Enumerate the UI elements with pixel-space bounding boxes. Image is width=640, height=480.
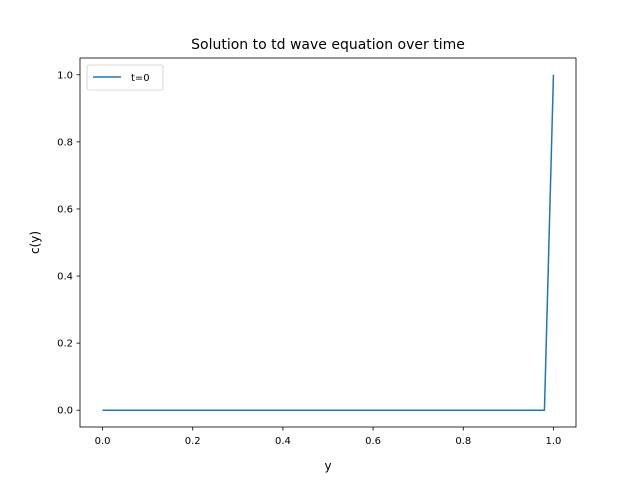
plot-area-frame: [79, 57, 577, 428]
x-tick-label: 0.2: [185, 436, 201, 447]
series-group: [102, 74, 555, 411]
series-line: [102, 74, 555, 411]
y-tick-label: 0.6: [57, 204, 73, 215]
x-tick-label: 0.8: [455, 436, 471, 447]
x-axis-ticks: 0.0 0.2 0.4 0.6 0.8 1.0: [95, 427, 562, 447]
legend: t=0: [86, 64, 164, 91]
y-tick-label: 0.2: [57, 339, 73, 350]
y-tick-label: 0.0: [57, 406, 73, 417]
chart-title: Solution to td wave equation over time: [191, 37, 465, 53]
x-tick-label: 0.0: [95, 436, 111, 447]
legend-box: [86, 64, 164, 91]
y-tick-label: 1.0: [57, 70, 73, 81]
x-axis-label: y: [324, 459, 331, 473]
x-tick-label: 0.6: [365, 436, 381, 447]
x-tick-label: 1.0: [546, 436, 562, 447]
y-axis-label: c(y): [28, 231, 42, 254]
y-tick-label: 0.4: [57, 272, 73, 283]
legend-label: t=0: [131, 73, 150, 84]
y-tick-label: 0.8: [57, 137, 73, 148]
x-tick-label: 0.4: [275, 436, 291, 447]
y-axis-ticks: 0.0 0.2 0.4 0.6 0.8 1.0: [57, 70, 80, 417]
